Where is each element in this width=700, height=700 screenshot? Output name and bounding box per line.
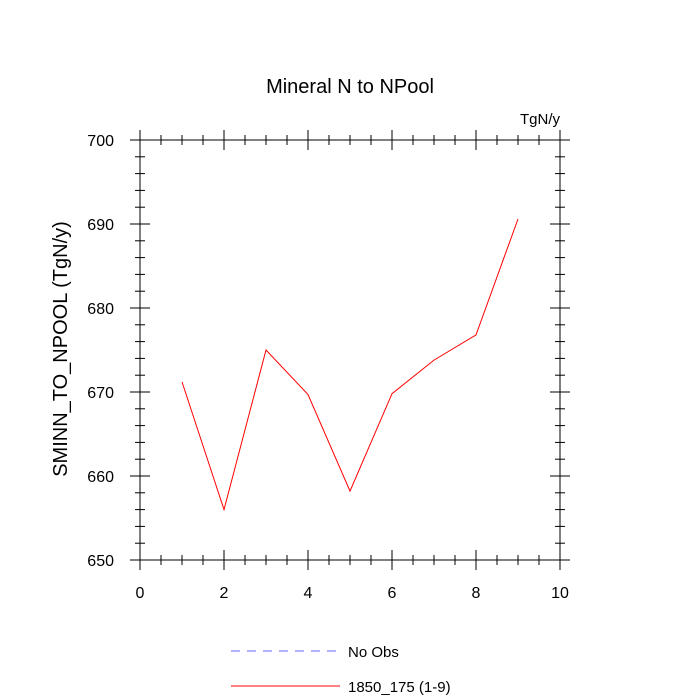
y-tick-label: 670 — [87, 385, 114, 402]
x-tick-label: 4 — [304, 585, 313, 602]
x-tick-label: 2 — [220, 585, 229, 602]
legend-label: 1850_175 (1-9) — [348, 679, 451, 696]
y-tick-label: 690 — [87, 217, 114, 234]
x-tick-label: 10 — [551, 585, 569, 602]
axes-layer: 0 2 4 6 8 10 650 660 670 680 690 700 — [87, 130, 570, 602]
series-layer — [181, 218, 519, 512]
series-line — [181, 218, 519, 512]
y-tick-label: 680 — [87, 301, 114, 318]
x-tick-label: 6 — [388, 585, 397, 602]
units-label: TgN/y — [520, 111, 561, 128]
legend: No Obs 1850_175 (1-9) — [231, 644, 451, 696]
y-tick-label: 700 — [87, 133, 114, 150]
plot-frame — [139, 139, 561, 561]
chart-title: Mineral N to NPool — [266, 76, 434, 98]
x-tick-label: 8 — [472, 585, 481, 602]
legend-label: No Obs — [348, 644, 399, 661]
x-tick-label: 0 — [136, 585, 145, 602]
y-tick-label: 650 — [87, 553, 114, 570]
y-tick-label: 660 — [87, 469, 114, 486]
y-axis-label: SMINN_TO_NPOOL (TgN/y) — [50, 221, 72, 477]
